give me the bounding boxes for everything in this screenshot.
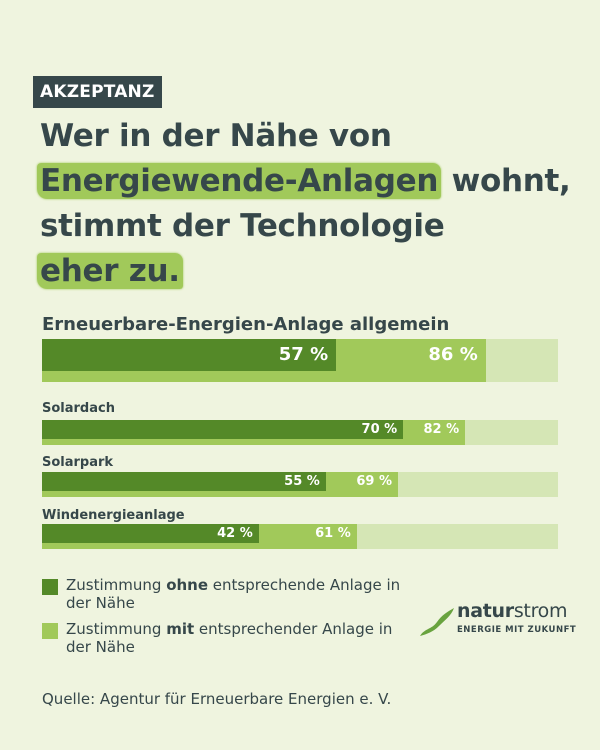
legend-emphasis: ohne (166, 576, 209, 594)
headline-line-3: stimmt der Technologie (40, 208, 445, 244)
headline-line-2: Energiewende-Anlagen wohnt, (37, 159, 571, 204)
leaf-swoosh-icon (420, 608, 454, 636)
logo-tagline: ENERGIE MIT ZUKUNFT (457, 625, 577, 635)
bar-track: 55 % 69 % (42, 472, 558, 497)
headline-highlight-2: eher zu. (37, 253, 183, 289)
legend: Zustimmung ohne entsprechende Anlage in … (42, 576, 406, 664)
category-label: Erneuerbare-Energien-Anlage allgemein (42, 314, 450, 335)
value-label-with: 86 % (428, 344, 478, 365)
value-label-with: 69 % (356, 474, 393, 489)
logo-brand-thin: strom (513, 600, 568, 622)
value-label-with: 82 % (423, 422, 460, 437)
bar-chart: Erneuerbare-Energien-Anlage allgemein 57 … (42, 314, 558, 549)
bar-track: 57 % 86 % (42, 339, 558, 382)
legend-text: entsprechender Anlage in der Nähe (66, 620, 393, 656)
category-tag: AKZEPTANZ (33, 76, 162, 108)
value-label-without: 42 % (217, 526, 253, 541)
category-label: Solardach (42, 401, 115, 416)
legend-text: entsprechende Anlage in der Nähe (66, 576, 401, 612)
bar-without-facility (42, 420, 404, 439)
legend-item-without: Zustimmung ohne entsprechende Anlage in … (42, 576, 406, 612)
bar-without-facility (42, 339, 337, 371)
value-label-with: 61 % (315, 526, 351, 541)
headline: Wer in der Nähe von Energiewende-Anlagen… (37, 114, 571, 294)
category-label: Solarpark (42, 455, 114, 470)
logo-brand-bold: natur (457, 600, 514, 622)
legend-swatch-light (42, 623, 58, 639)
naturstrom-logo: naturstrom ENERGIE MIT ZUKUNFT (417, 600, 576, 642)
value-label-without: 57 % (278, 344, 329, 365)
legend-item-with: Zustimmung mit entsprechender Anlage in … (42, 620, 406, 656)
value-label-without: 55 % (284, 474, 320, 489)
bar-without-facility (42, 472, 326, 491)
source-note: Quelle: Agentur für Erneuerbare Energien… (42, 690, 392, 708)
legend-swatch-dark (42, 579, 58, 595)
legend-emphasis: mit (166, 620, 195, 638)
headline-line-1: Wer in der Nähe von (40, 118, 392, 154)
headline-highlight: Energiewende-Anlagen (37, 163, 442, 199)
logo-wordmark: naturstrom (457, 600, 568, 622)
category-label: Windenergieanlage (42, 508, 185, 523)
legend-text: Zustimmung (66, 620, 167, 638)
bar-without-facility (42, 524, 259, 543)
bar-track: 70 % 82 % (42, 420, 558, 445)
headline-line-2-rest: wohnt, (441, 163, 571, 199)
bar-track: 42 % 61 % (42, 524, 558, 549)
legend-text: Zustimmung (66, 576, 167, 594)
headline-line-4: eher zu. (37, 249, 570, 294)
value-label-without: 70 % (361, 422, 398, 437)
